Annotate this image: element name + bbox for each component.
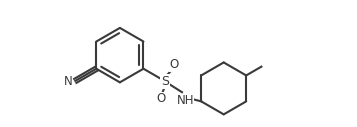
Text: O: O	[156, 92, 166, 105]
Text: S: S	[161, 75, 169, 88]
Text: NH: NH	[177, 94, 194, 107]
Text: N: N	[64, 75, 72, 88]
Text: O: O	[170, 58, 179, 71]
